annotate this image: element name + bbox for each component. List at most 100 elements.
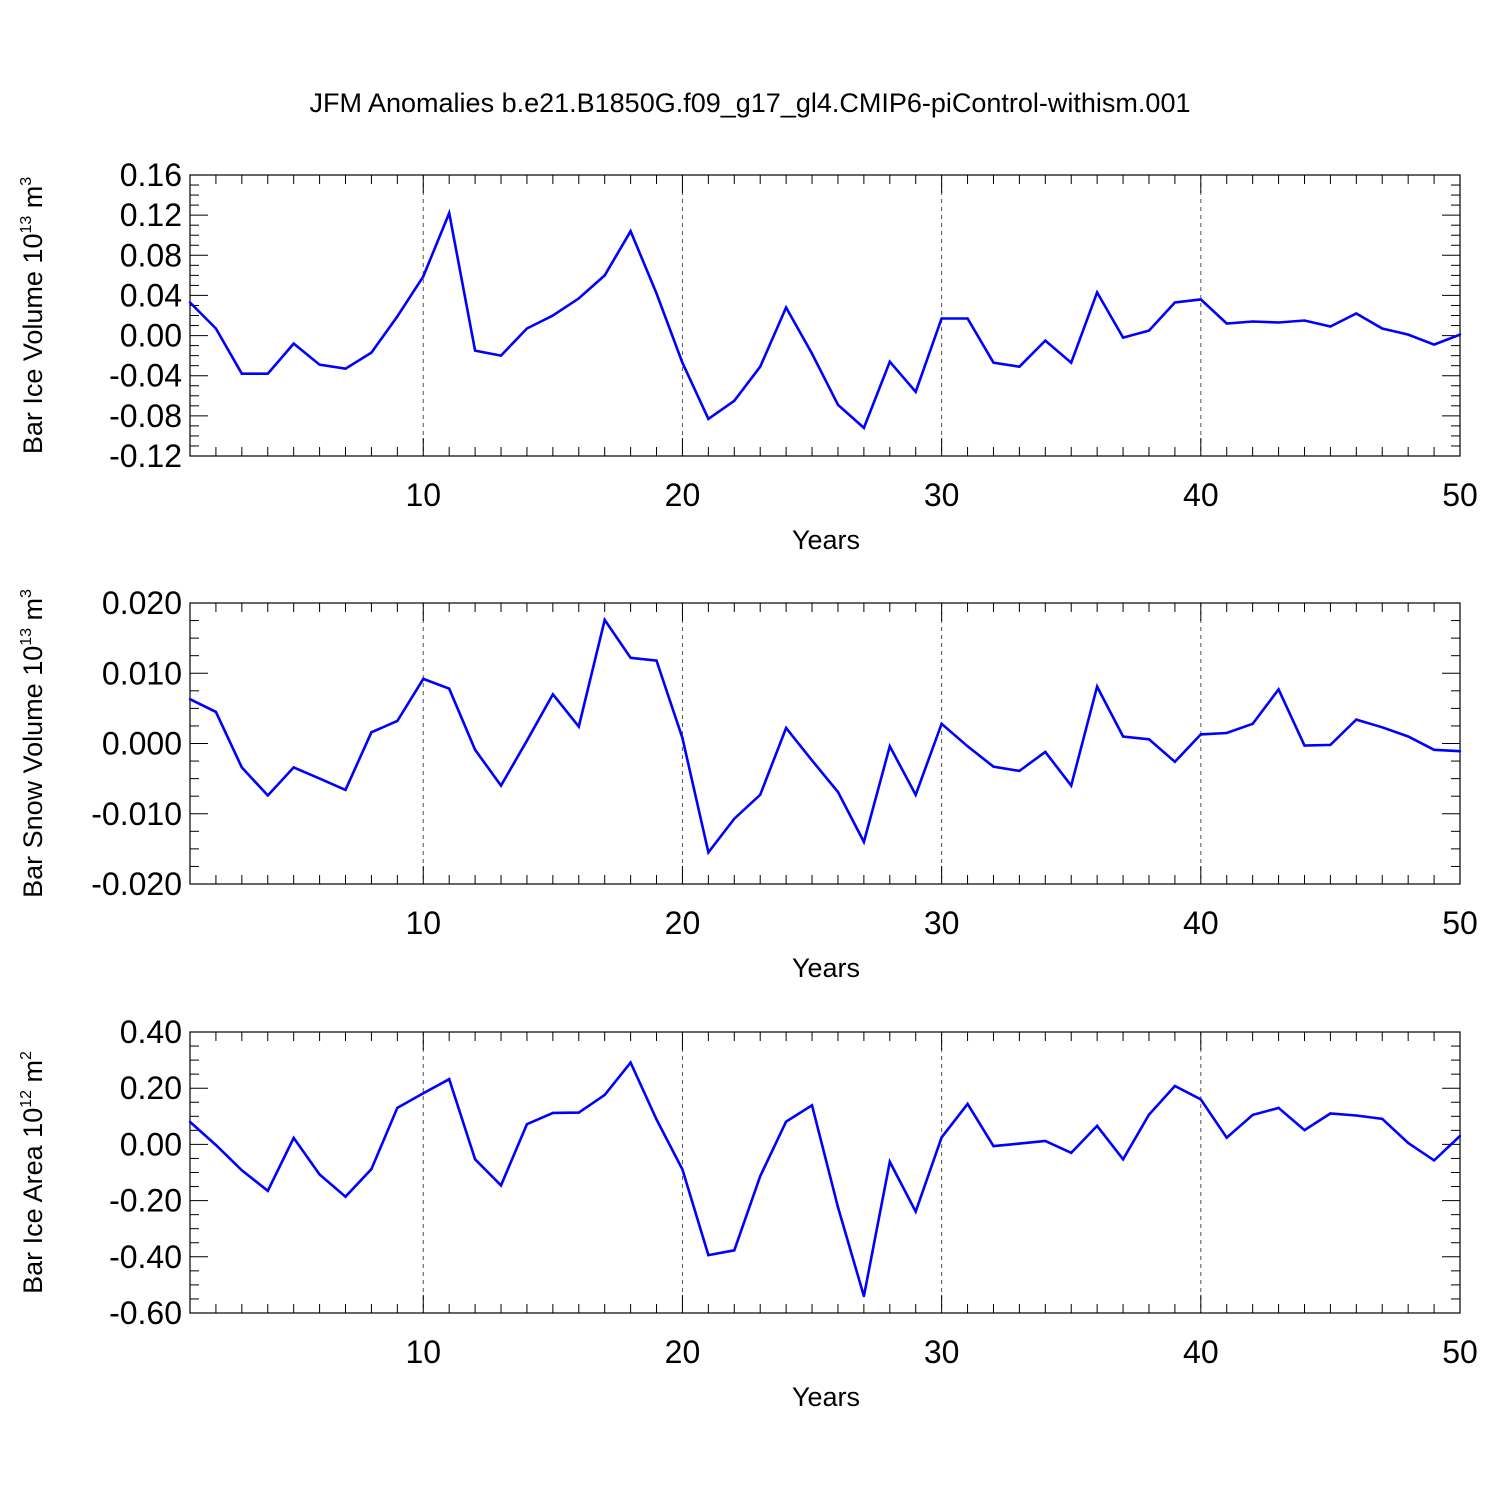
- data-point: [733, 399, 736, 403]
- data-point: [266, 372, 269, 375]
- data-point: [214, 710, 218, 714]
- data-point: [629, 230, 632, 233]
- data-point: [1018, 1142, 1021, 1145]
- data-point: [344, 367, 347, 370]
- data-point: [1329, 1112, 1332, 1115]
- data-point: [888, 745, 891, 748]
- y-axis-label-text: Bar Ice Area 10: [18, 1108, 48, 1294]
- data-point: [1381, 327, 1384, 330]
- data-point: [1225, 731, 1228, 735]
- data-point: [525, 739, 529, 742]
- data-point: [318, 777, 321, 780]
- data-point: [966, 1102, 969, 1106]
- data-point: [344, 788, 347, 792]
- data-point: [759, 793, 762, 796]
- y-tick-label: 0.40: [120, 1014, 182, 1050]
- data-point: [992, 361, 995, 364]
- y-tick-label: 0.00: [120, 1126, 182, 1162]
- y-tick-label: -0.20: [109, 1183, 182, 1219]
- figure-title: JFM Anomalies b.e21.B1850G.f09_g17_gl4.C…: [310, 88, 1191, 118]
- data-point: [836, 403, 840, 407]
- y-axis-label-text: m: [18, 598, 48, 628]
- data-point: [1251, 722, 1254, 726]
- data-point: [396, 719, 399, 723]
- data-point: [370, 1167, 373, 1171]
- data-point: [1070, 784, 1073, 787]
- data-series-line: [189, 1060, 1461, 1297]
- plot-frame: [189, 1031, 1461, 1314]
- y-tick-label: -0.04: [109, 358, 182, 394]
- data-point: [318, 1173, 321, 1176]
- data-point: [1018, 769, 1021, 773]
- y-tick-label: 0.00: [120, 318, 182, 354]
- y-tick-label: -0.010: [91, 796, 182, 832]
- data-point: [240, 372, 244, 375]
- data-point: [1070, 361, 1073, 364]
- data-point: [707, 417, 710, 421]
- data-point: [344, 1195, 347, 1198]
- data-series-line: [189, 616, 1461, 856]
- x-tick-label: 30: [924, 477, 960, 513]
- data-point: [914, 1210, 917, 1213]
- data-series-line: [189, 208, 1461, 431]
- data-point: [370, 351, 373, 354]
- x-tick-label: 50: [1442, 1334, 1478, 1370]
- data-point: [447, 687, 451, 690]
- data-point: [603, 274, 606, 277]
- data-point: [422, 275, 425, 278]
- data-point: [759, 1174, 762, 1178]
- data-point: [1095, 1124, 1099, 1128]
- data-point: [214, 1143, 218, 1147]
- data-point: [914, 793, 917, 796]
- data-point: [370, 731, 373, 734]
- y-tick-label: -0.12: [109, 438, 182, 474]
- data-point: [1303, 319, 1306, 322]
- y-axis-label-superscript: 13: [18, 216, 35, 234]
- x-tick-label: 50: [1442, 477, 1478, 513]
- y-axis-label: Bar Ice Area 1012 m2: [18, 1051, 48, 1294]
- data-point: [396, 315, 399, 318]
- data-point: [603, 618, 606, 622]
- y-axis-label-text: m: [18, 186, 48, 216]
- y-axis-label-superscript: 3: [18, 589, 35, 598]
- data-point: [603, 1093, 606, 1097]
- y-tick-label: -0.08: [109, 398, 182, 434]
- data-point: [836, 1206, 840, 1209]
- data-point: [1355, 718, 1358, 721]
- data-point: [629, 1061, 632, 1064]
- data-point: [707, 851, 710, 854]
- data-point: [1355, 312, 1358, 315]
- data-point: [888, 360, 891, 363]
- data-point: [992, 1144, 995, 1148]
- data-point: [1225, 1136, 1228, 1139]
- y-tick-label: -0.60: [109, 1295, 182, 1331]
- data-point: [292, 766, 295, 769]
- data-point: [655, 659, 658, 662]
- data-point: [1277, 688, 1280, 691]
- data-point: [473, 349, 477, 352]
- panels-container: -0.12 -0.08 -0.04 0.00 0.04 0.08 0.12 0.16 10 20 3…: [18, 157, 1478, 1412]
- data-point: [551, 1111, 555, 1115]
- data-point: [1173, 760, 1177, 763]
- data-point: [188, 301, 192, 304]
- data-point: [240, 766, 244, 769]
- y-axis-label: Bar Ice Volume 1013 m3: [18, 177, 48, 454]
- data-point: [1147, 738, 1151, 741]
- x-axis-label: Years: [792, 525, 860, 555]
- data-point: [499, 354, 503, 357]
- y-axis-label-text: Bar Ice Volume 10: [18, 234, 48, 455]
- data-point: [1355, 1114, 1358, 1117]
- plot-frame: [189, 174, 1461, 457]
- x-tick-label: 30: [924, 1334, 960, 1370]
- data-point: [836, 790, 840, 794]
- data-point: [1018, 365, 1021, 368]
- data-point: [1044, 339, 1047, 342]
- data-point: [1225, 322, 1228, 325]
- data-point: [551, 693, 555, 696]
- data-point: [862, 426, 866, 430]
- data-point: [966, 745, 969, 748]
- data-point: [1458, 1134, 1462, 1138]
- data-point: [1173, 1084, 1177, 1088]
- data-point: [1147, 1113, 1151, 1116]
- data-point: [1070, 1151, 1073, 1155]
